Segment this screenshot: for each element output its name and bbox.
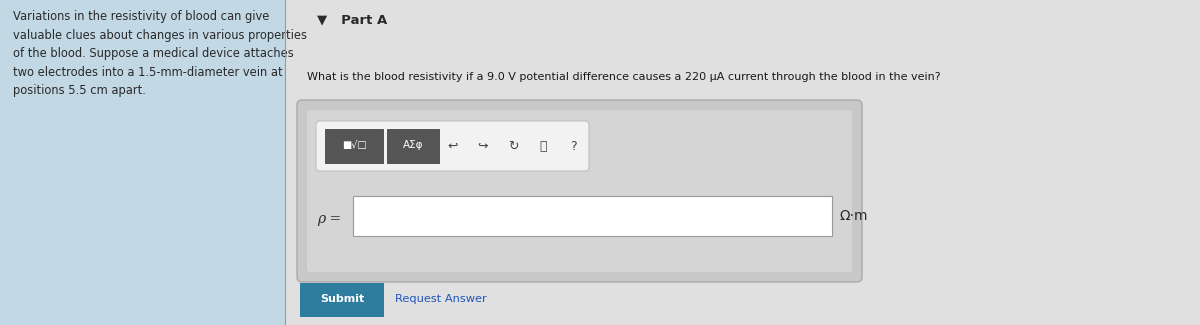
FancyBboxPatch shape bbox=[388, 129, 439, 163]
Text: ?: ? bbox=[570, 139, 576, 152]
Text: Ω·m: Ω·m bbox=[839, 209, 868, 223]
Text: ↩: ↩ bbox=[448, 139, 458, 152]
Bar bbox=[0, 0, 286, 325]
FancyBboxPatch shape bbox=[316, 121, 589, 171]
Text: ▼   Part A: ▼ Part A bbox=[317, 13, 388, 26]
Text: ↻: ↻ bbox=[508, 139, 518, 152]
Text: ■√□: ■√□ bbox=[342, 140, 366, 150]
FancyBboxPatch shape bbox=[353, 196, 832, 236]
Text: ⌸: ⌸ bbox=[539, 139, 547, 152]
FancyBboxPatch shape bbox=[325, 129, 383, 163]
Text: What is the blood resistivity if a 9.0 V potential difference causes a 220 μA cu: What is the blood resistivity if a 9.0 V… bbox=[307, 72, 941, 82]
Text: Express your answer in ohm-meters.: Express your answer in ohm-meters. bbox=[307, 108, 545, 121]
Text: ↪: ↪ bbox=[478, 139, 488, 152]
Text: ΑΣφ: ΑΣφ bbox=[403, 140, 424, 150]
Text: Variations in the resistivity of blood can give
valuable clues about changes in : Variations in the resistivity of blood c… bbox=[13, 10, 307, 97]
Text: ρ =: ρ = bbox=[317, 212, 341, 226]
FancyBboxPatch shape bbox=[307, 110, 852, 272]
FancyBboxPatch shape bbox=[300, 283, 384, 317]
Text: Submit: Submit bbox=[320, 294, 364, 305]
FancyBboxPatch shape bbox=[298, 100, 862, 282]
Text: Request Answer: Request Answer bbox=[395, 294, 487, 305]
